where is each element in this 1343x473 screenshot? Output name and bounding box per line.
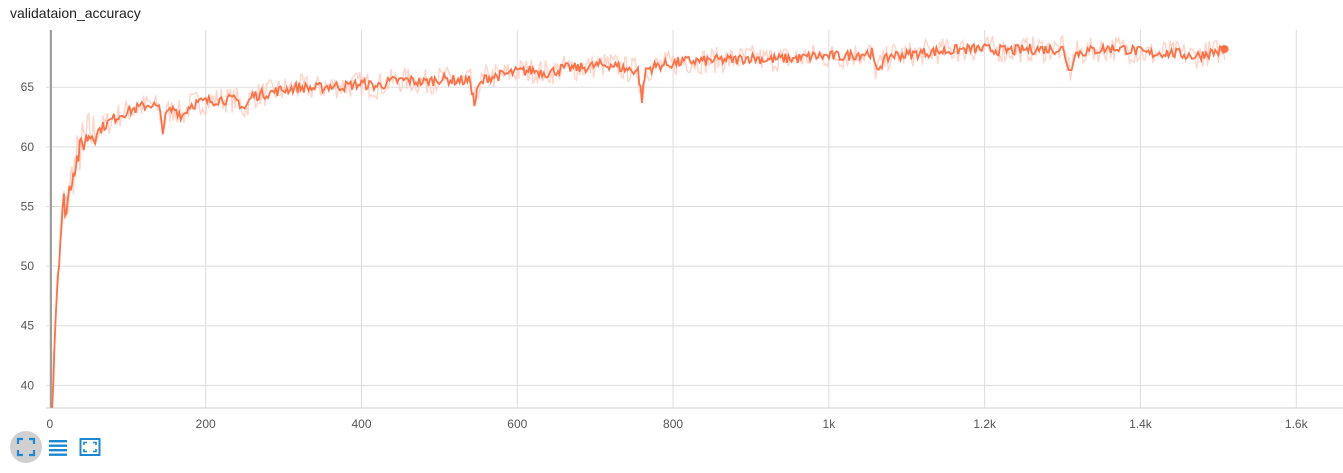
x-tick-label: 1k	[823, 417, 837, 430]
x-tick-label: 1.2k	[973, 417, 997, 430]
raw-line	[51, 34, 1226, 409]
y-tick-label: 45	[21, 319, 35, 333]
x-tick-label: 600	[507, 417, 527, 430]
x-tick-labels: 0 200 400 600 800 1k 1.2k 1.4k 1.6k	[47, 417, 1309, 430]
smoothed-line	[51, 42, 1226, 409]
y-tick-labels: 40 45 50 55 60 65	[21, 80, 35, 392]
x-tick-label: 800	[663, 417, 683, 430]
smoothed-series	[51, 42, 1229, 409]
y-tick-label: 60	[21, 140, 35, 154]
fit-domain-button[interactable]	[10, 431, 42, 463]
log-scale-button[interactable]	[42, 431, 74, 463]
chart-toolbar	[10, 430, 106, 464]
x-tick-label: 400	[351, 417, 371, 430]
x-tick-label: 200	[196, 417, 216, 430]
y-tick-label: 50	[21, 259, 35, 273]
x-tick-label: 0	[47, 417, 54, 430]
fit-domain-icon	[16, 437, 36, 457]
y-tick-label: 65	[21, 80, 35, 94]
log-scale-icon	[49, 440, 67, 456]
chart-title: validataion_accuracy	[10, 5, 141, 21]
raw-series	[51, 34, 1226, 409]
line-chart[interactable]: 40 45 50 55 60 65 0 200 400 600 800 1k 1.2k 1.4k 1.6k	[0, 0, 1343, 430]
fullscreen-icon	[79, 438, 101, 456]
y-tick-label: 40	[21, 378, 35, 392]
axes	[46, 30, 1343, 409]
x-tick-label: 1.4k	[1129, 417, 1153, 430]
y-tick-label: 55	[21, 199, 35, 213]
fullscreen-button[interactable]	[74, 431, 106, 463]
x-tick-label: 1.6k	[1285, 417, 1309, 430]
last-point-marker[interactable]	[1220, 45, 1229, 54]
grid-lines	[46, 30, 1343, 408]
